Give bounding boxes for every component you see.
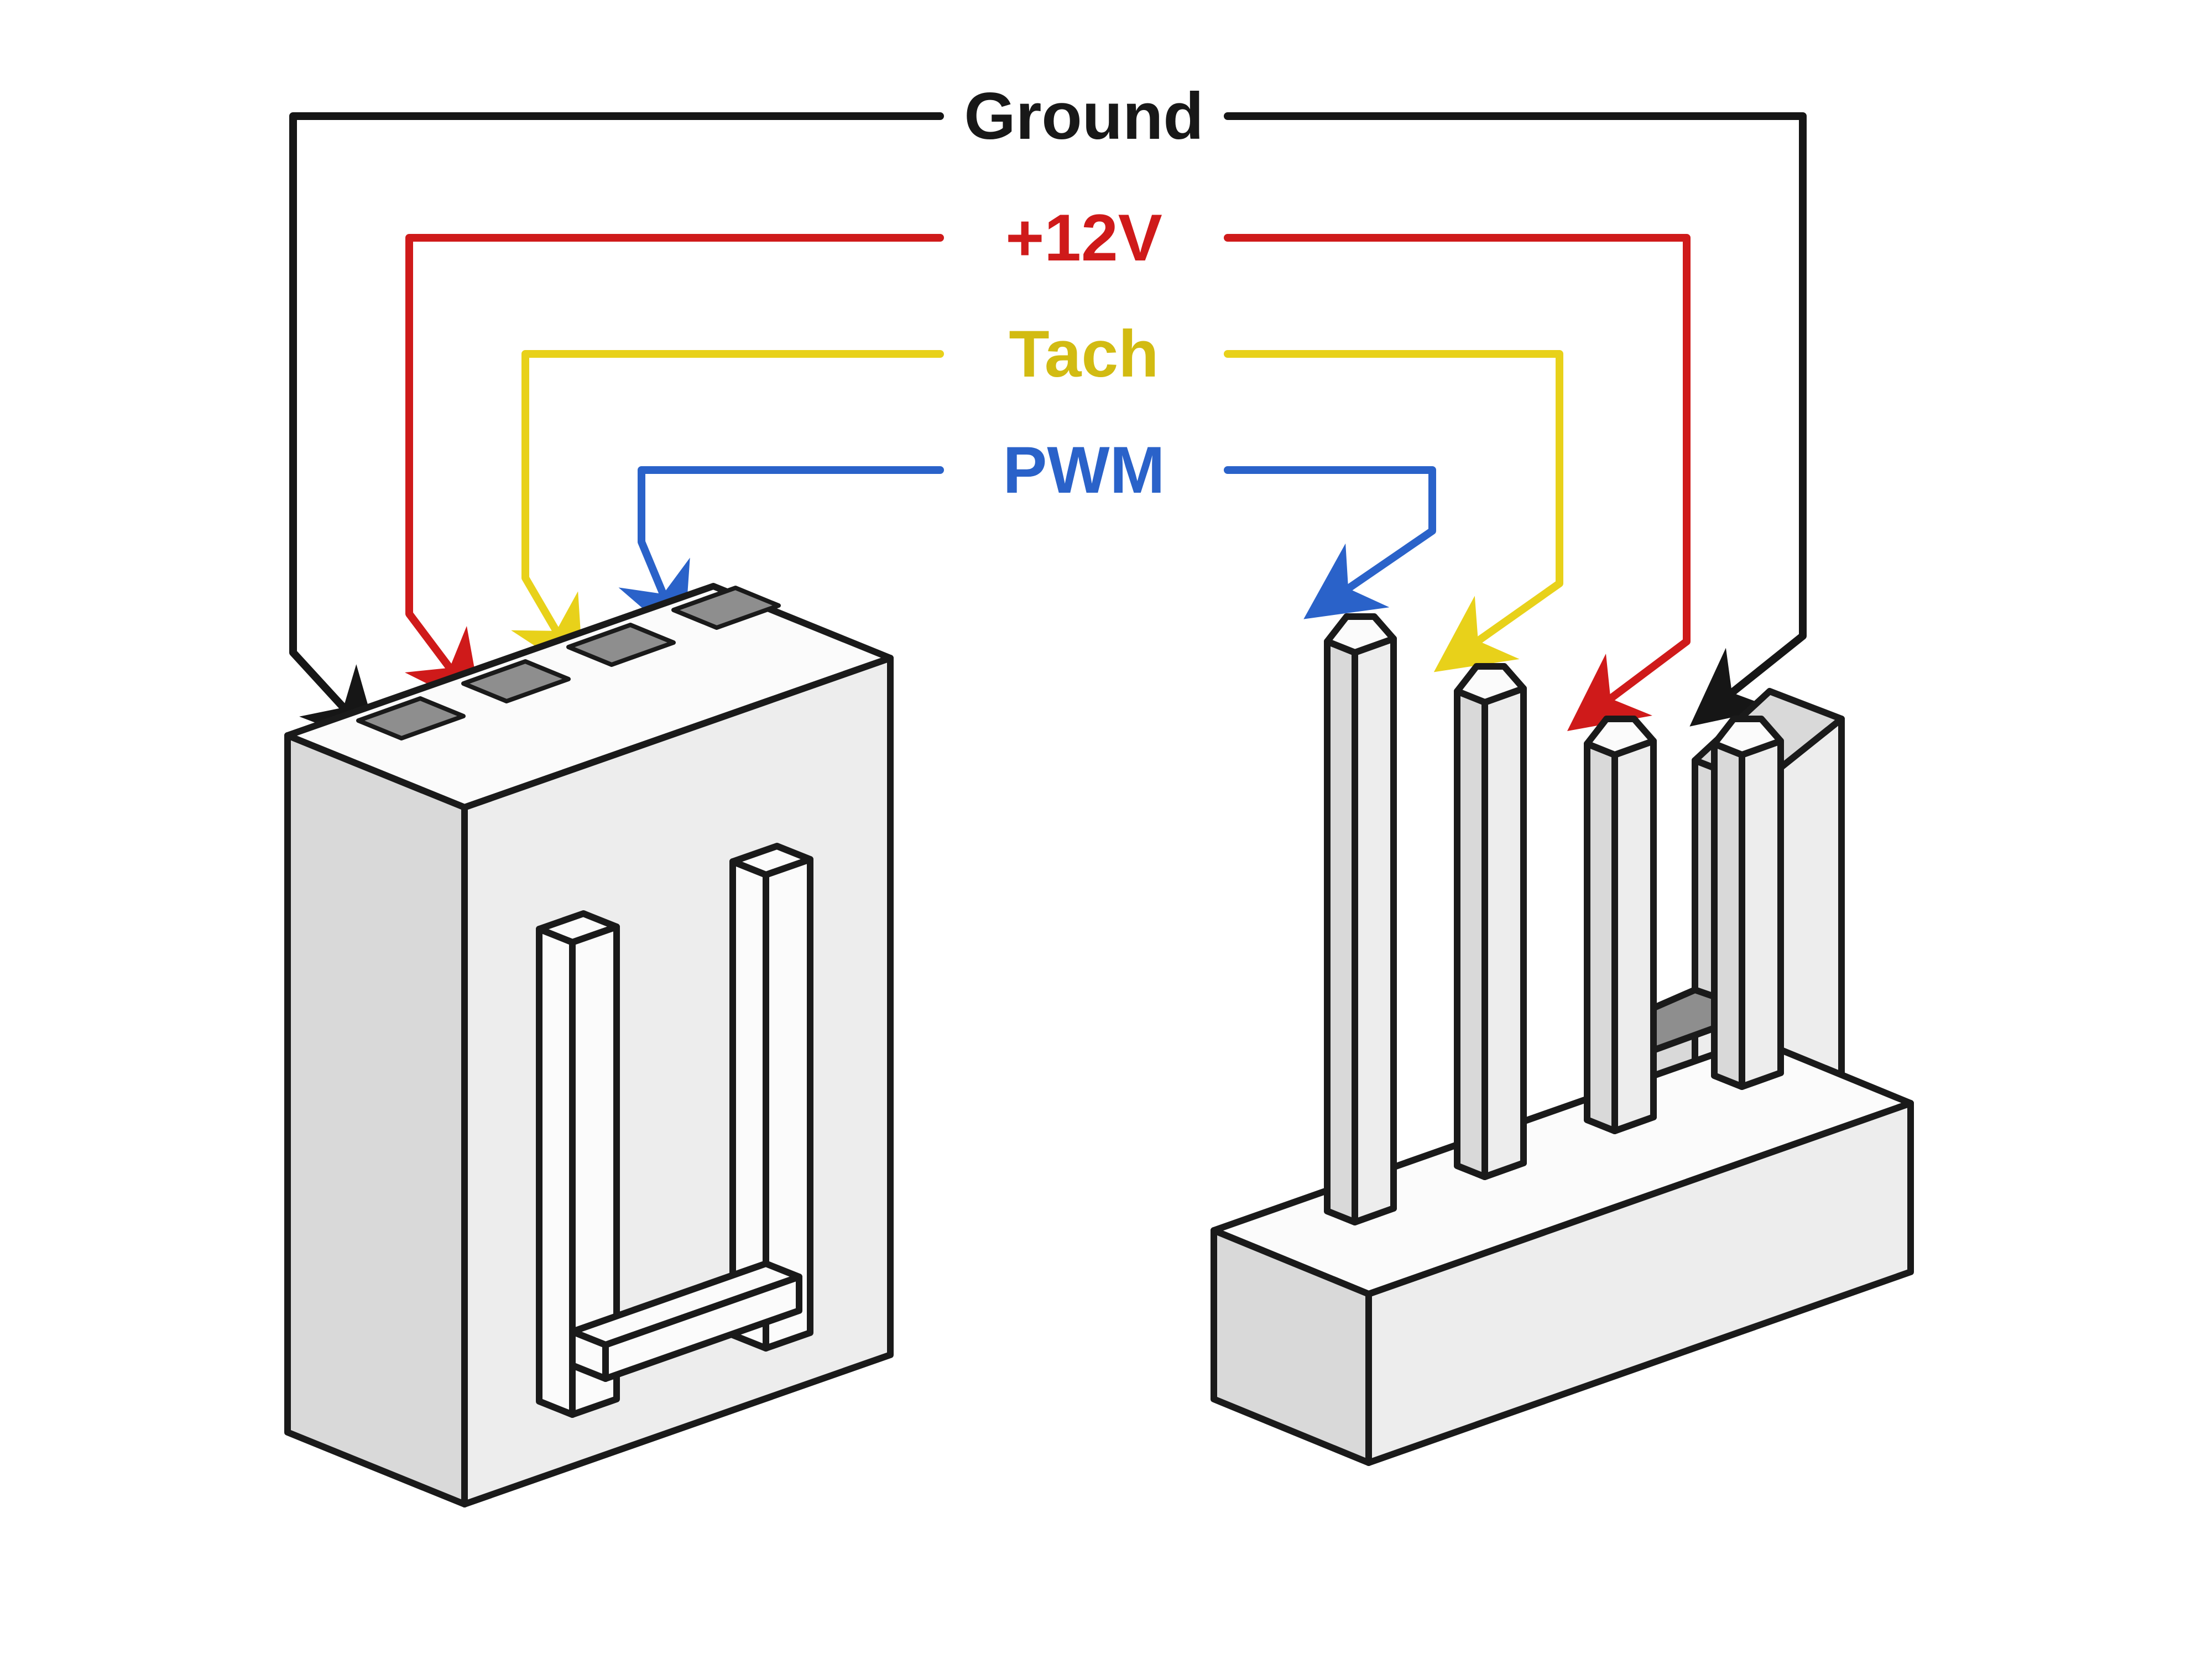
male-header bbox=[1214, 617, 1911, 1463]
label-v12: +12V bbox=[1005, 200, 1162, 276]
pin-v12 bbox=[1587, 719, 1653, 1131]
label-pwm: PWM bbox=[1003, 432, 1165, 508]
label-tach: Tach bbox=[1009, 316, 1159, 392]
arrow-tach bbox=[1228, 354, 1559, 650]
diagram-stage: Ground +12V Tach PWM bbox=[0, 0, 2212, 1659]
label-ground: Ground bbox=[964, 78, 1203, 154]
pin-pwm bbox=[1327, 617, 1394, 1222]
pin-ground bbox=[1714, 719, 1781, 1087]
pin-tach bbox=[1457, 666, 1524, 1177]
arrow-pwm bbox=[1228, 470, 1432, 597]
arrow-pwm bbox=[641, 470, 940, 608]
female-connector bbox=[288, 586, 890, 1504]
